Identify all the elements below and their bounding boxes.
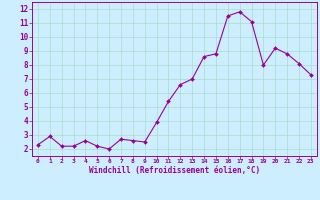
X-axis label: Windchill (Refroidissement éolien,°C): Windchill (Refroidissement éolien,°C) (89, 166, 260, 175)
